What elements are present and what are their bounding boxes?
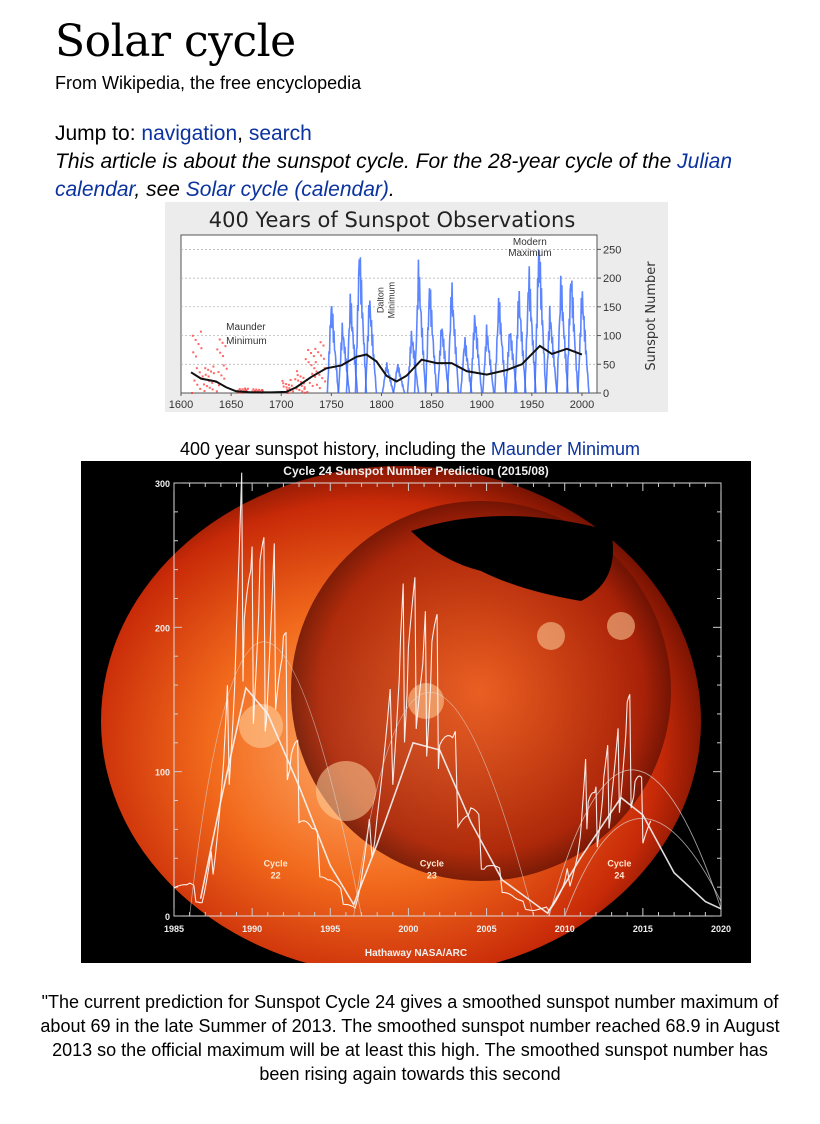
svg-text:2000: 2000 — [398, 924, 418, 934]
svg-text:Dalton: Dalton — [376, 287, 386, 313]
julian-calendar-link[interactable]: Julian calendar — [55, 150, 733, 201]
svg-text:24: 24 — [614, 871, 624, 881]
svg-text:22: 22 — [271, 871, 281, 881]
page-title: Solar cycle — [55, 16, 296, 67]
svg-text:Minimum: Minimum — [226, 336, 267, 347]
svg-text:250: 250 — [603, 244, 621, 256]
svg-text:1950: 1950 — [520, 399, 544, 411]
maunder-minimum-link[interactable]: Maunder Minimum — [490, 439, 640, 459]
jump-separator: , — [237, 122, 243, 145]
cycle24-prediction-chart[interactable]: 0 100 200 300 1985 1990 1995 2000 2005 2010 2015 20… — [81, 461, 751, 963]
hatnote: This article is about the sunspot cycle.… — [55, 148, 775, 204]
svg-text:1900: 1900 — [469, 399, 493, 411]
svg-text:Cycle: Cycle — [264, 859, 288, 869]
svg-text:Cycle: Cycle — [420, 859, 444, 869]
figure1-caption: 400 year sunspot history, including the … — [0, 438, 820, 460]
svg-text:Modern: Modern — [513, 237, 547, 248]
svg-text:1990: 1990 — [242, 924, 262, 934]
svg-text:1985: 1985 — [164, 924, 184, 934]
svg-text:Maximum: Maximum — [508, 248, 551, 259]
svg-text:Maunder: Maunder — [226, 322, 266, 333]
sunspot-400-years-chart[interactable]: 400 Years of Sunspot Observations 0 50 100 1… — [165, 202, 668, 412]
svg-text:50: 50 — [603, 359, 615, 371]
article-quote: "The current prediction for Sunspot Cycl… — [40, 992, 780, 1084]
svg-text:2015: 2015 — [633, 924, 653, 934]
svg-text:0: 0 — [165, 912, 170, 922]
jump-to-label: Jump to: — [55, 122, 136, 145]
svg-text:1850: 1850 — [419, 399, 443, 411]
svg-text:2010: 2010 — [555, 924, 575, 934]
svg-text:1995: 1995 — [320, 924, 340, 934]
jump-navigation-link[interactable]: navigation — [141, 122, 238, 145]
svg-text:23: 23 — [427, 871, 437, 881]
svg-text:1800: 1800 — [369, 399, 393, 411]
page-subtitle: From Wikipedia, the free encyclopedia — [55, 73, 362, 93]
svg-text:1700: 1700 — [269, 399, 293, 411]
svg-text:1750: 1750 — [319, 399, 343, 411]
jump-search-link[interactable]: search — [248, 122, 312, 145]
hatnote-period: . — [388, 178, 395, 201]
figure1-caption-text: 400 year sunspot history, including the — [180, 439, 486, 459]
jump-to-bar: Jump to: navigation, search — [55, 121, 312, 147]
svg-text:2005: 2005 — [477, 924, 497, 934]
svg-text:Cycle 24 Sunspot Number Predic: Cycle 24 Sunspot Number Prediction (2015… — [283, 464, 548, 478]
svg-text:Minimum: Minimum — [387, 282, 397, 319]
svg-text:Hathaway NASA/ARC: Hathaway NASA/ARC — [365, 948, 467, 959]
hatnote-text: This article is about the sunspot cycle.… — [55, 150, 672, 173]
chart1-title: 400 Years of Sunspot Observations — [209, 208, 576, 232]
svg-text:150: 150 — [603, 302, 621, 314]
svg-text:100: 100 — [603, 331, 621, 343]
hatnote-text-mid: , see — [134, 178, 180, 201]
svg-text:300: 300 — [155, 479, 170, 489]
svg-text:0: 0 — [603, 388, 609, 400]
svg-text:1650: 1650 — [219, 399, 243, 411]
svg-text:2020: 2020 — [711, 924, 731, 934]
sunspot-400-years-svg: 400 Years of Sunspot Observations 0 50 100 1… — [169, 208, 659, 411]
solar-cycle-calendar-link[interactable]: Solar cycle (calendar) — [185, 178, 389, 201]
svg-text:1600: 1600 — [169, 399, 193, 411]
cycle24-prediction-svg: 0 100 200 300 1985 1990 1995 2000 2005 2010 2015 20… — [81, 461, 751, 963]
svg-text:100: 100 — [155, 768, 170, 778]
svg-text:Cycle: Cycle — [607, 859, 631, 869]
svg-text:200: 200 — [603, 273, 621, 285]
svg-text:2000: 2000 — [570, 399, 594, 411]
svg-text:Sunspot Number: Sunspot Number — [644, 261, 659, 371]
svg-text:200: 200 — [155, 623, 170, 633]
